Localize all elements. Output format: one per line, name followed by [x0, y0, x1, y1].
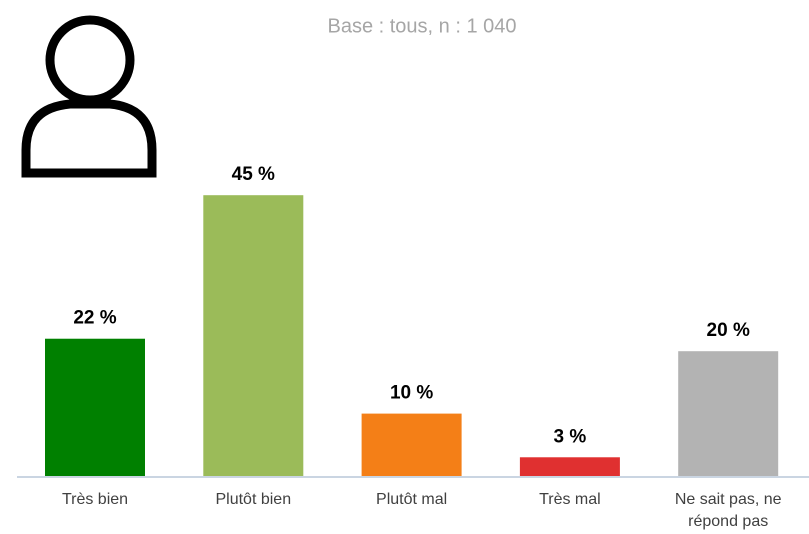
x-tick-label-box: Plutôt bien [215, 491, 292, 508]
x-tick-label-box: Ne sait pas, ne répond pas [674, 491, 782, 530]
x-tick-label-box: Très mal [539, 491, 601, 508]
bar [361, 413, 462, 476]
x-tick-label-box: Très bien [61, 491, 129, 508]
bar [678, 351, 779, 476]
bar [45, 338, 145, 476]
x-tick-label-box: Plutôt mal [376, 491, 448, 508]
x-tick-label: Plutôt bien [215, 491, 292, 508]
data-label: 10 % [390, 383, 433, 404]
data-label: 20 % [707, 320, 750, 341]
x-tick-label: Très mal [539, 491, 601, 508]
x-tick-label: Ne sait pas, ne répond pas [674, 491, 782, 530]
data-label: 22 % [73, 308, 116, 329]
bar [519, 457, 620, 476]
person-icon [21, 15, 157, 178]
chart-subtitle: Base : tous, n : 1 040 [327, 15, 516, 37]
data-label: 45 % [232, 164, 275, 185]
data-label: 3 % [554, 426, 587, 447]
x-tick-label: Plutôt mal [376, 491, 448, 508]
bar [203, 195, 304, 476]
x-tick-label: Très bien [61, 491, 129, 508]
